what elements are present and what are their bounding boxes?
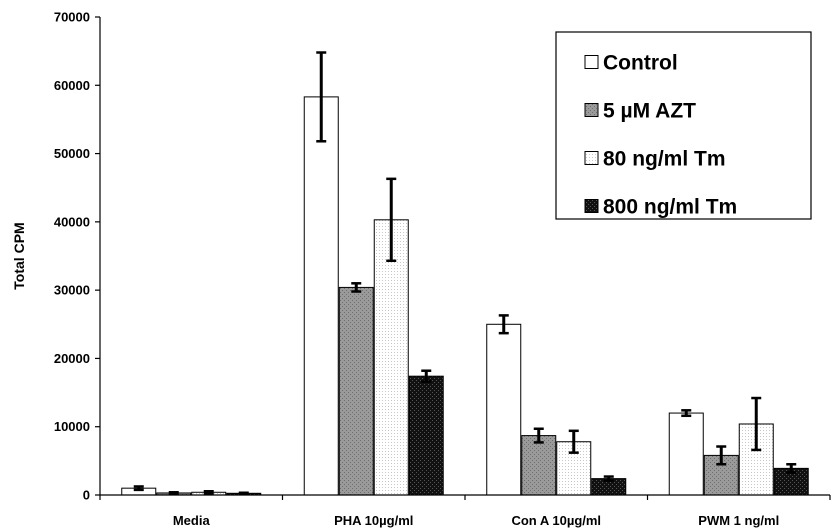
error-bar-control-media: [133, 485, 144, 492]
error-bar-800-ng-ml-tm-media: [238, 491, 249, 496]
y-ticks: 0 10000 20000 30000 40000 50000 60000 70000: [54, 10, 100, 503]
y-tick-label: 70000: [54, 10, 90, 25]
legend-swatch: [584, 199, 599, 213]
legend-swatch: [584, 151, 599, 165]
error-bar-800-ng-ml-tm-pwm-1-ng-ml: [786, 463, 797, 474]
bar-80-ng-ml-tm-pha-10-g-ml: [373, 219, 409, 496]
error-bar-5-m-azt-media: [168, 491, 179, 495]
error-bar-800-ng-ml-tm-pha-10-g-ml: [421, 369, 432, 383]
error-bar-80-ng-ml-tm-con-a-10-g-ml: [568, 429, 579, 454]
error-bar-80-ng-ml-tm-pha-10-g-ml: [386, 177, 397, 263]
legend-swatch: [584, 55, 599, 69]
error-bar-control-pha-10-g-ml: [316, 51, 327, 143]
legend-swatch: [584, 103, 599, 117]
bar-control-pha-10-g-ml: [303, 96, 339, 496]
bars-layer: [121, 96, 809, 496]
legend-label: Control: [603, 52, 678, 75]
error-bar-5-m-azt-pha-10-g-ml: [351, 282, 362, 293]
error-bars-layer: [133, 51, 797, 496]
error-bar-control-pwm-1-ng-ml: [681, 409, 692, 418]
x-tick-label: Media: [173, 513, 211, 528]
legend: Control 5 µM AZT 80 ng/ml Tm 800 ng/ml Tm: [555, 31, 812, 220]
y-tick-label: 10000: [54, 419, 90, 434]
bar-control-pwm-1-ng-ml: [668, 412, 704, 496]
legend-item-control: Control: [584, 52, 678, 75]
error-bar-800-ng-ml-tm-con-a-10-g-ml: [603, 475, 614, 482]
error-bar-5-m-azt-con-a-10-g-ml: [533, 427, 544, 444]
legend-item-800-ng-ml-tm: 800 ng/ml Tm: [584, 196, 737, 219]
y-tick-label: 50000: [54, 146, 90, 161]
x-ticks: Media PHA 10µg/ml Con A 10µg/ml PWM 1 ng/ml: [99, 495, 831, 528]
error-bar-5-m-azt-pwm-1-ng-ml: [716, 445, 727, 466]
y-tick-label: 40000: [54, 214, 90, 229]
y-tick-label: 60000: [54, 78, 90, 93]
y-tick-label: 0: [83, 488, 90, 503]
x-tick-label: PHA 10µg/ml: [334, 513, 413, 528]
x-tick-label: PWM 1 ng/ml: [698, 513, 779, 528]
error-bar-control-con-a-10-g-ml: [498, 314, 509, 335]
legend-item-80-ng-ml-tm: 80 ng/ml Tm: [584, 148, 726, 171]
error-bar-80-ng-ml-tm-pwm-1-ng-ml: [751, 396, 762, 452]
legend-label: 5 µM AZT: [603, 100, 696, 123]
legend-label: 800 ng/ml Tm: [603, 196, 737, 219]
y-tick-label: 20000: [54, 351, 90, 366]
bar-800-ng-ml-tm-pha-10-g-ml: [408, 375, 444, 496]
y-tick-label: 30000: [54, 283, 90, 298]
y-axis-title: Total CPM: [11, 222, 27, 289]
legend-item-5-m-azt: 5 µM AZT: [584, 100, 696, 123]
error-bar-80-ng-ml-tm-media: [203, 489, 214, 495]
bar-5-m-azt-con-a-10-g-ml: [521, 435, 557, 496]
bar-5-m-azt-pha-10-g-ml: [338, 286, 374, 496]
x-tick-label: Con A 10µg/ml: [511, 513, 601, 528]
legend-label: 80 ng/ml Tm: [603, 148, 726, 171]
bar-control-con-a-10-g-ml: [486, 323, 522, 496]
